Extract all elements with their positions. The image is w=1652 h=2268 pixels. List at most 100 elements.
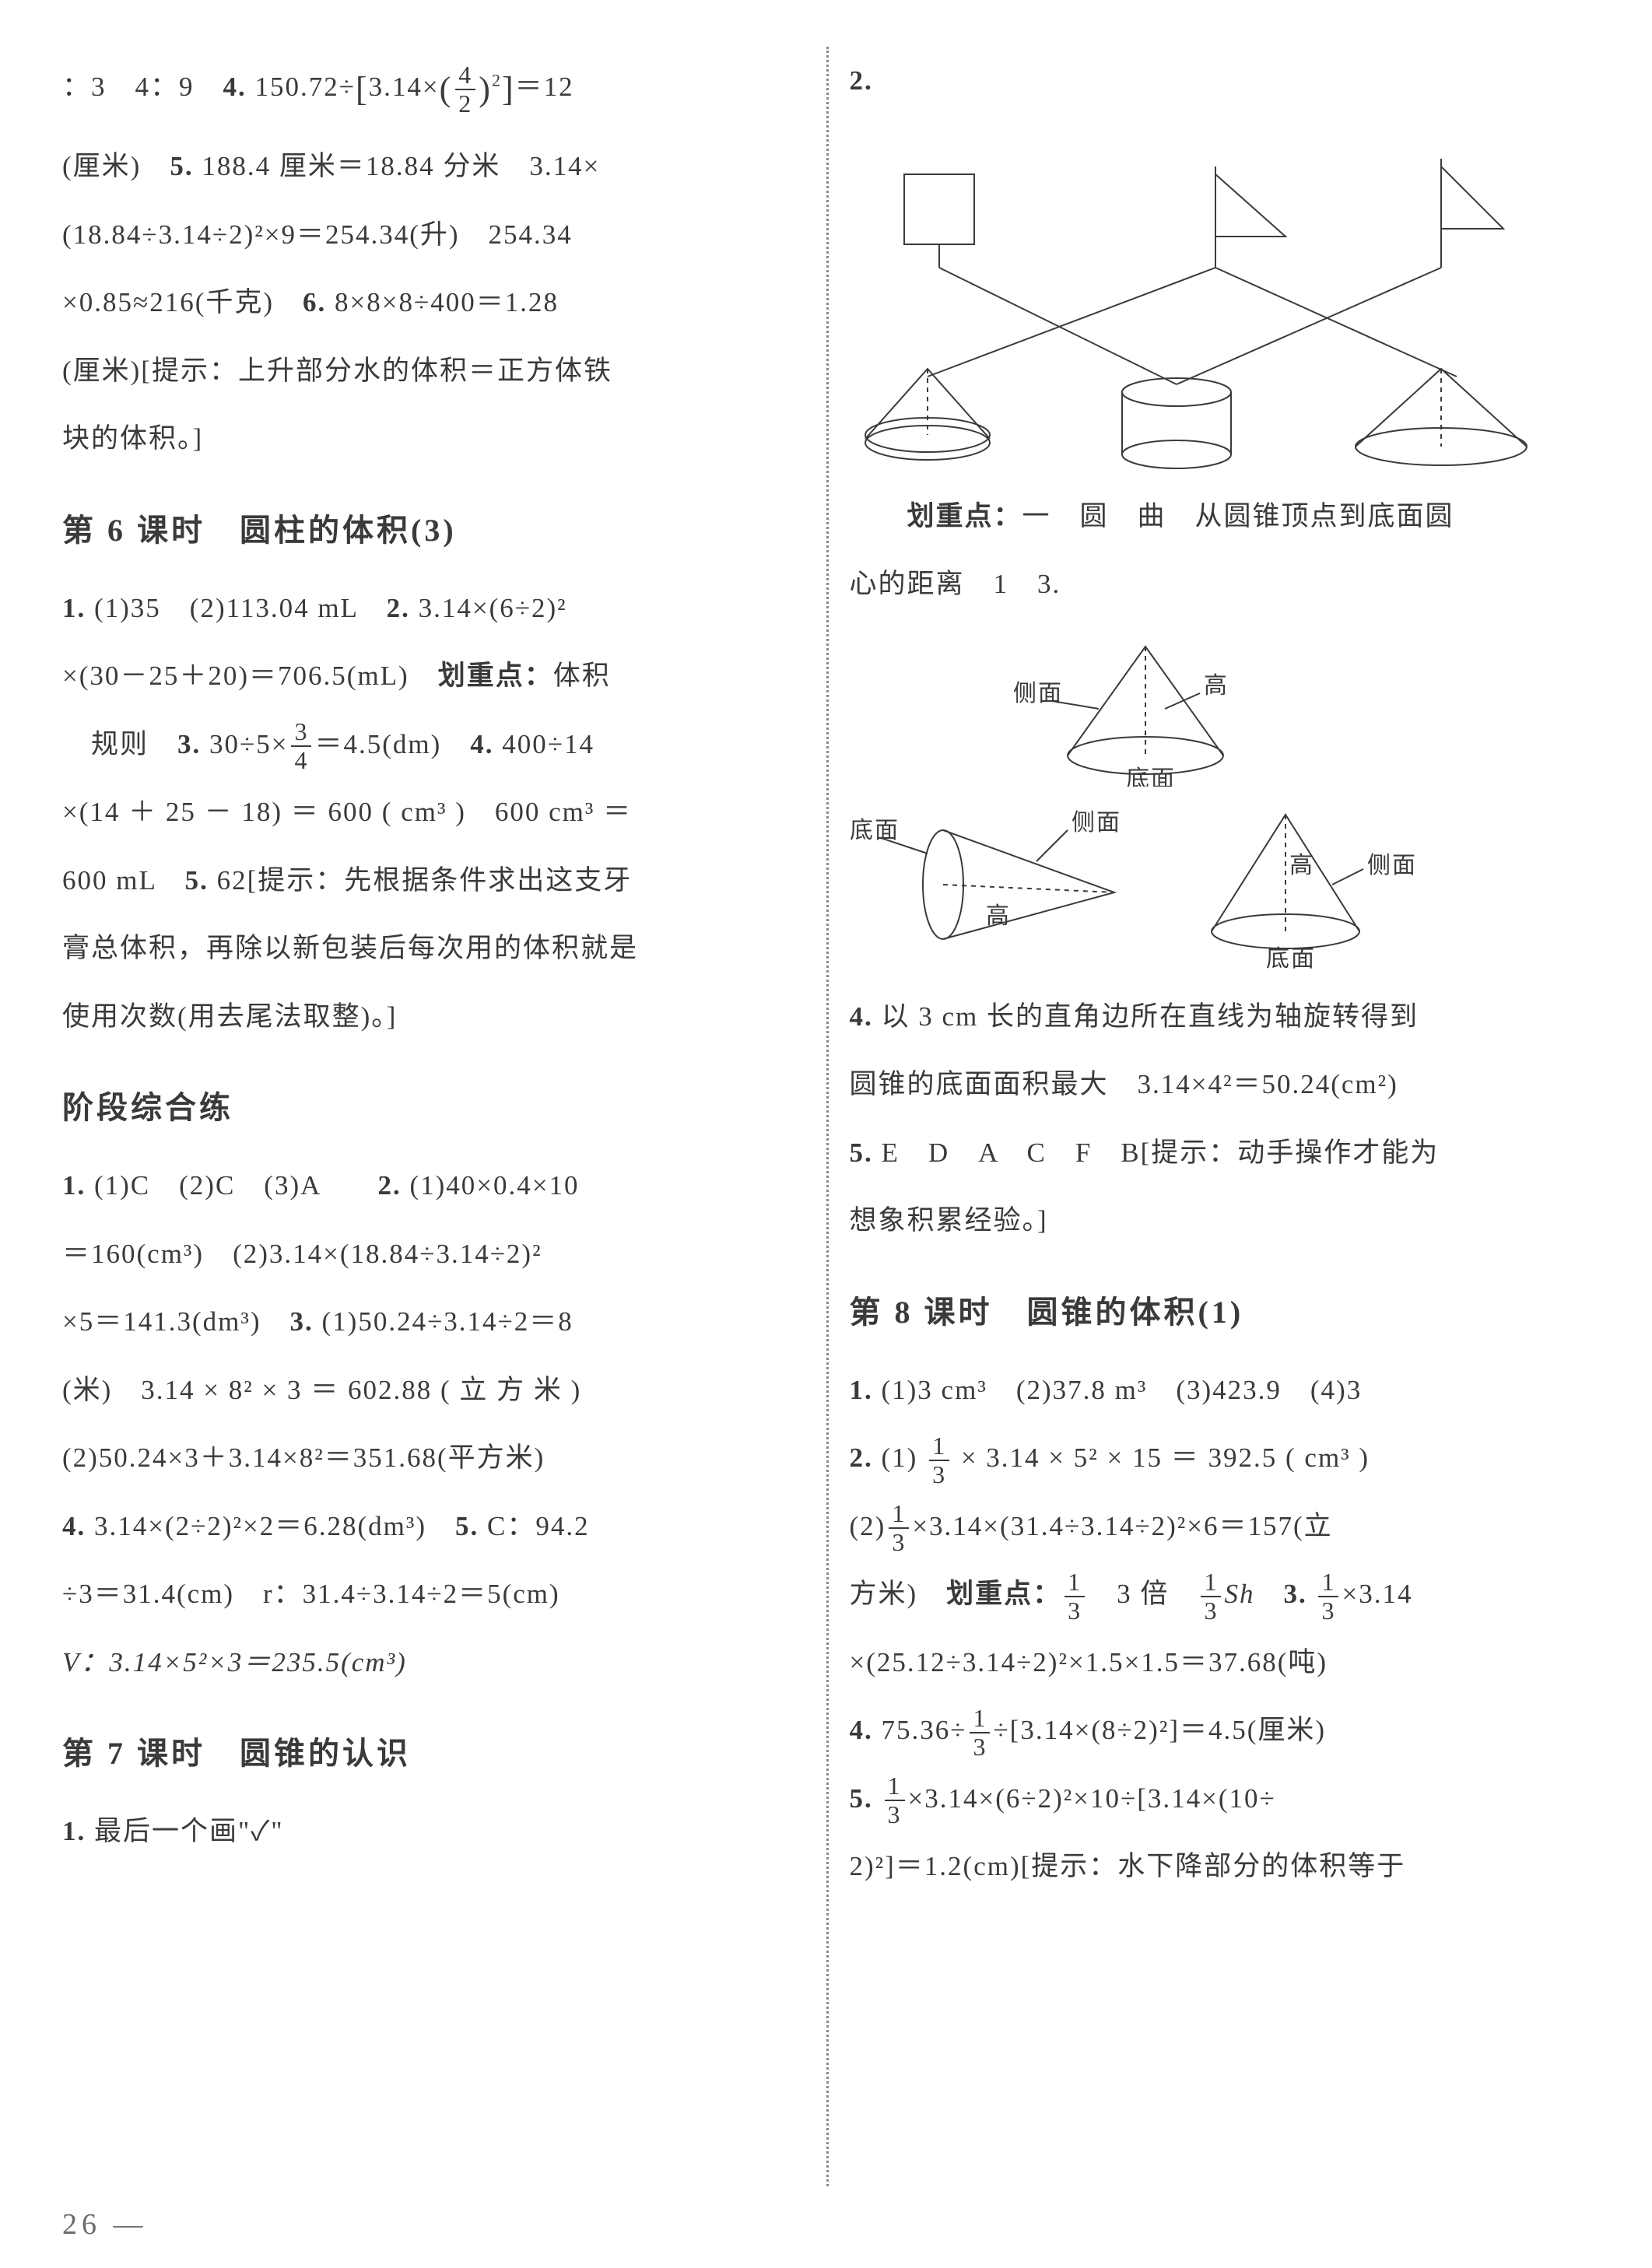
- denominator: 3: [1065, 1597, 1085, 1625]
- text: 规则: [62, 729, 177, 759]
- numerator: 4: [455, 61, 475, 90]
- answer-line: 划重点：一 圆 曲 从圆锥顶点到底面圆: [850, 482, 1591, 551]
- item-number: 2.: [850, 1442, 873, 1473]
- section-heading: 第 6 课时 圆柱的体积(3): [62, 492, 803, 570]
- answer-line: (厘米) 5. 188.4 厘米＝18.84 分米 3.14×: [62, 132, 803, 201]
- label-height: 高: [1204, 673, 1229, 699]
- denominator: 3: [1318, 1597, 1338, 1625]
- answer-line: 方米) 划重点：13 3 倍 13Sh 3. 13×3.14: [850, 1560, 1591, 1628]
- text: ×3.14×(6÷2)²×10÷[3.14×(10÷: [908, 1783, 1276, 1814]
- answer-line: (2)50.24×3＋3.14×8²＝351.68(平方米): [62, 1424, 803, 1492]
- fraction: 13: [882, 1772, 908, 1828]
- answer-line: 2)²]＝1.2(cm)[提示：水下降部分的体积等于: [850, 1832, 1591, 1901]
- numerator: 3: [291, 718, 311, 747]
- answer-line: V：3.14×5²×3＝235.5(cm³): [62, 1628, 803, 1697]
- label-base: 底面: [1126, 766, 1176, 787]
- numerator: 1: [1318, 1569, 1338, 1597]
- item-number: 4.: [850, 1715, 873, 1745]
- answer-line: 想象积累经验。]: [850, 1187, 1591, 1255]
- item-number: 2.: [377, 1170, 401, 1201]
- fraction: 13: [966, 1705, 993, 1761]
- answer-line: ＝160(cm³) (2)3.14×(18.84÷3.14÷2)²: [62, 1220, 803, 1288]
- label: 划重点：: [946, 1579, 1061, 1609]
- text: (1)C (2)C (3)A: [86, 1170, 377, 1201]
- denominator: 3: [1201, 1597, 1221, 1625]
- bracket-icon: ]: [502, 70, 515, 108]
- denominator: 3: [885, 1801, 905, 1828]
- text: ÷[3.14×(8÷2)²]＝4.5(厘米): [993, 1715, 1326, 1745]
- cone-svg-2: 底面 侧面 高 高 侧面 底面: [850, 799, 1433, 970]
- item-number: 3.: [1283, 1579, 1307, 1609]
- denominator: 4: [291, 747, 311, 774]
- text: ×3.14: [1342, 1579, 1412, 1609]
- label-height: 高: [1289, 853, 1314, 878]
- item-number: 4.: [850, 1001, 873, 1032]
- item-number: 1.: [850, 1375, 873, 1405]
- answer-line: ：3 4：9 4. 150.72÷[3.14×(42)2]＝12: [62, 47, 803, 132]
- text: × 3.14 × 5² × 15 ＝ 392.5 ( cm³ ): [952, 1442, 1370, 1473]
- label-height: 高: [986, 903, 1011, 929]
- answer-line: 使用次数(用去尾法取整)。]: [62, 983, 803, 1051]
- fraction: 13: [1315, 1569, 1342, 1625]
- answer-line: 2.: [850, 47, 1591, 115]
- text: E D A C F B[提示：动手操作才能为: [873, 1138, 1440, 1168]
- answer-line: 规则 3. 30÷5×34＝4.5(dm) 4. 400÷14: [62, 710, 803, 779]
- text: (2): [850, 1511, 886, 1541]
- answer-line: ÷3＝31.4(cm) r：31.4÷3.14÷2＝5(cm): [62, 1560, 803, 1628]
- numerator: 1: [885, 1772, 905, 1801]
- text: 3.14×(6÷2)²: [410, 593, 567, 623]
- denominator: 2: [455, 90, 475, 117]
- section-heading: 第 7 课时 圆锥的认识: [62, 1715, 803, 1793]
- text: ＝4.5(dm): [314, 729, 470, 759]
- fraction: 13: [886, 1500, 912, 1556]
- text: ×0.85≈216(千克): [62, 287, 303, 317]
- denominator: 3: [889, 1529, 909, 1556]
- numerator: 1: [1065, 1569, 1085, 1597]
- text: 8×8×8÷400＝1.28: [326, 287, 559, 317]
- text: C：94.2: [479, 1511, 589, 1541]
- answer-line: 膏总体积，再除以新包装后每次用的体积就是: [62, 914, 803, 983]
- item-number: 6.: [303, 287, 326, 317]
- fraction: 13: [1198, 1569, 1224, 1625]
- text: ＝12: [515, 72, 574, 102]
- text: (1): [873, 1442, 926, 1473]
- bracket-icon: [: [356, 70, 369, 108]
- answer-line: (2)13×3.14×(31.4÷3.14÷2)²×6＝157(立: [850, 1492, 1591, 1561]
- answer-line: ×0.85≈216(千克) 6. 8×8×8÷400＝1.28: [62, 268, 803, 337]
- item-number: 1.: [62, 1170, 86, 1201]
- text: 150.72÷: [247, 72, 356, 102]
- item-number: 2.: [850, 65, 873, 96]
- answer-line: 块的体积。]: [62, 405, 803, 473]
- item-number: 5.: [185, 865, 209, 896]
- answer-line: 4. 75.36÷13÷[3.14×(8÷2)²]＝4.5(厘米): [850, 1696, 1591, 1765]
- fraction: 13: [1061, 1569, 1088, 1625]
- paren-icon: (: [440, 70, 453, 108]
- cone-diagram-2: 底面 侧面 高 高 侧面 底面: [850, 799, 1591, 970]
- label: 划重点：: [438, 661, 553, 691]
- numerator: 1: [929, 1432, 949, 1461]
- numerator: 1: [889, 1500, 909, 1529]
- column-divider: [826, 47, 829, 2186]
- item-number: 2.: [387, 593, 410, 623]
- text: ×(30－25＋20)＝706.5(mL): [62, 661, 438, 691]
- answer-line: 1. (1)3 cm³ (2)37.8 m³ (3)423.9 (4)3: [850, 1356, 1591, 1425]
- text: 62[提示：先根据条件求出这支牙: [209, 865, 632, 896]
- item-number: 5.: [850, 1138, 873, 1168]
- text: ×5＝141.3(dm³): [62, 1306, 290, 1337]
- fraction: 13: [926, 1432, 952, 1488]
- text: (1)40×0.4×10: [402, 1170, 580, 1201]
- answer-line: (米) 3.14 × 8² × 3 ＝ 602.88 ( 立 方 米 ): [62, 1356, 803, 1425]
- answer-line: (厘米)[提示：上升部分水的体积＝正方体铁: [62, 337, 803, 405]
- exponent: 2: [492, 70, 502, 89]
- denominator: 3: [970, 1733, 990, 1761]
- label-base: 底面: [850, 818, 900, 843]
- answer-line: 2. (1) 13 × 3.14 × 5² × 15 ＝ 392.5 ( cm³…: [850, 1424, 1591, 1492]
- answer-line: ×5＝141.3(dm³) 3. (1)50.24÷3.14÷2＝8: [62, 1288, 803, 1356]
- answer-line: 5. E D A C F B[提示：动手操作才能为: [850, 1119, 1591, 1187]
- denominator: 3: [929, 1461, 949, 1488]
- item-number: 3.: [290, 1306, 314, 1337]
- answer-line: 1. (1)C (2)C (3)A 2. (1)40×0.4×10: [62, 1152, 803, 1220]
- text: 30÷5×: [201, 729, 288, 759]
- text: ×3.14×(31.4÷3.14÷2)²×6＝157(立: [912, 1511, 1332, 1541]
- matching-svg: [850, 128, 1535, 470]
